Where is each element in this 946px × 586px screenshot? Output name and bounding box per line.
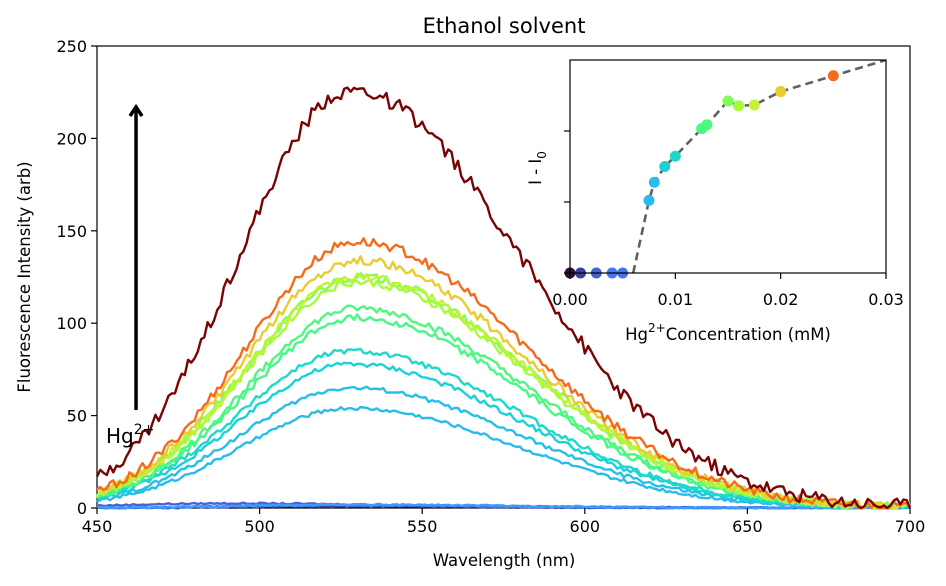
inset-x-tick-label: 0.03 [868, 290, 904, 309]
spectrum-line [96, 255, 911, 510]
inset-frame [569, 59, 887, 274]
inset-data-point [748, 99, 760, 111]
inset-x-axis-label: Hg2+Concentration (mM) [625, 321, 831, 344]
hg-label-base: Hg [106, 424, 134, 448]
inset-x-ticks: 0.00 0.01 0.02 0.03 [552, 273, 904, 309]
inset-points [564, 70, 839, 279]
inset-xlabel-superscript: 2+ [648, 321, 666, 335]
inset-y-ticks [564, 130, 570, 274]
main-y-ticks: 0 50 100 150 200 250 [56, 37, 97, 518]
inset-data-point [827, 70, 839, 82]
y-axis-label: Fluorescence Intensity (arb) [15, 161, 34, 392]
main-x-ticks: 450 500 550 600 650 700 [82, 508, 926, 536]
hg-label-superscript: 2+ [134, 422, 155, 438]
inset-data-point [669, 150, 681, 162]
inset-x-tick-label: 0.01 [658, 290, 694, 309]
inset-data-point [701, 119, 713, 131]
main-plot: 450 500 550 600 650 700 0 50 100 150 200 250 Wavel… [15, 37, 925, 570]
x-tick-label: 500 [244, 517, 275, 536]
y-tick-label: 150 [56, 222, 87, 241]
x-tick-label: 550 [407, 517, 438, 536]
x-tick-label: 600 [570, 517, 601, 536]
inset-xlabel-rest: Concentration (mM) [666, 325, 831, 344]
y-tick-label: 50 [67, 407, 87, 426]
inset-data-point [643, 194, 655, 206]
x-tick-label: 450 [82, 517, 113, 536]
spectrum-line [96, 502, 911, 510]
spectrum-line [96, 347, 911, 510]
inset-background [570, 60, 886, 273]
spectrum-line [96, 304, 911, 510]
y-tick-label: 250 [56, 37, 87, 56]
inset-data-point [722, 95, 734, 107]
inset-ylabel-base: I - I [526, 159, 545, 185]
inset-xlabel-base: Hg [625, 325, 648, 344]
spectrum-line [96, 361, 911, 510]
inset-x-tick-label: 0.00 [552, 290, 588, 309]
inset-data-point [733, 100, 745, 112]
spectrum-line [96, 237, 912, 510]
x-axis-label: Wavelength (nm) [433, 551, 576, 570]
arrow-head-icon [128, 103, 144, 117]
spectrum-line [95, 86, 912, 510]
x-tick-label: 650 [732, 517, 763, 536]
inset-data-point [648, 176, 660, 188]
x-tick-label: 700 [895, 517, 926, 536]
y-tick-label: 200 [56, 129, 87, 148]
hg-annotation-label: Hg2+ [106, 422, 154, 448]
y-tick-label: 0 [77, 499, 87, 518]
inset-plot: 0.00 0.01 0.02 0.03 Hg2+Concentration (mM) … [526, 59, 904, 344]
hg-annotation: Hg2+ [106, 103, 154, 448]
inset-x-tick-label: 0.02 [763, 290, 799, 309]
y-tick-label: 100 [56, 314, 87, 333]
inset-ylabel-subscript: 0 [535, 151, 549, 159]
inset-data-point [775, 86, 787, 98]
chart-title: Ethanol solvent [423, 14, 586, 38]
spectra-curves [95, 86, 912, 510]
inset-data-point [659, 161, 671, 172]
inset-y-axis-label: I - I0 [526, 151, 549, 185]
